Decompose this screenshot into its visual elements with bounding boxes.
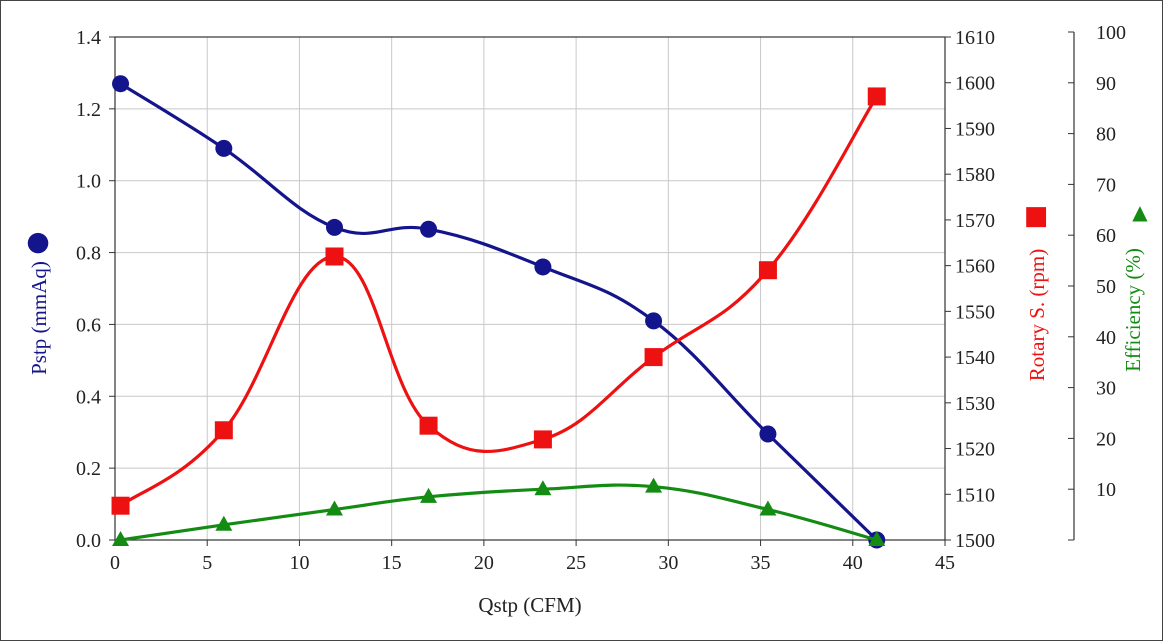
efficiency-axis-title-text: Efficiency (%)	[1121, 248, 1145, 372]
rpm-tick-label: 1570	[955, 210, 995, 232]
rpm-legend-marker: ■	[1024, 201, 1049, 231]
grid-lines	[115, 37, 945, 540]
rpm-tick-label: 1590	[955, 118, 995, 140]
pressure-data-point	[112, 75, 130, 93]
rpm-axis-title-text: Rotary S. (rpm)	[1025, 249, 1049, 381]
rpm-tick-label: 1600	[955, 73, 995, 95]
efficiency-tick-label: 30	[1096, 378, 1116, 400]
left-y-axis-title: Pstp (mmAq)	[27, 261, 51, 375]
rotary-speed-data-point	[419, 416, 438, 435]
efficiency-data-point	[645, 477, 663, 493]
efficiency-data-point	[215, 515, 233, 531]
efficiency-data-point	[868, 531, 886, 546]
left-y-axis-title-text: Pstp (mmAq)	[27, 261, 51, 375]
left-y-tick-label: 0.2	[76, 458, 101, 480]
left-y-tick-label: 1.4	[76, 27, 101, 49]
rpm-tick-label: 1510	[955, 484, 995, 506]
efficiency-tick-label: 10	[1096, 479, 1116, 501]
series-layer	[111, 75, 886, 549]
x-tick-label: 45	[935, 552, 955, 574]
efficiency-data-point	[112, 531, 130, 546]
pressure-data-point	[420, 220, 438, 238]
pressure-data-point	[645, 312, 663, 330]
x-tick-label: 15	[382, 552, 402, 574]
rotary-speed-data-point	[214, 421, 233, 440]
rotary-speed-data-point	[644, 348, 663, 367]
left-y-tick-label: 1.0	[76, 171, 101, 193]
pressure-data-point	[215, 139, 233, 157]
efficiency-data-point	[534, 480, 552, 496]
efficiency-data-point	[759, 500, 777, 516]
axes: 0 5 10 15 20 25 30 35 40 450.00.20.40.60.81.01.21…	[76, 22, 1126, 574]
pressure-legend-marker: ●	[26, 226, 50, 257]
x-tick-label: 0	[110, 552, 120, 574]
rpm-tick-label: 1560	[955, 256, 995, 278]
rpm-axis-title: Rotary S. (rpm)	[1025, 249, 1049, 381]
left-y-tick-label: 0.6	[76, 314, 101, 336]
pressure-data-point	[534, 258, 552, 276]
efficiency-data-point	[420, 487, 438, 503]
x-axis-title: Qstp (CFM)	[478, 593, 581, 617]
efficiency-tick-label: 20	[1096, 428, 1116, 450]
rpm-tick-label: 1550	[955, 301, 995, 323]
efficiency-tick-label: 60	[1096, 225, 1116, 247]
efficiency-tick-label: 50	[1096, 276, 1116, 298]
rpm-tick-label: 1580	[955, 164, 995, 186]
plot-area-border	[114, 36, 946, 541]
efficiency-legend-marker: ▲	[1132, 200, 1148, 224]
rpm-tick-label: 1530	[955, 393, 995, 415]
rotary-speed-data-point	[325, 247, 344, 266]
x-tick-label: 35	[751, 552, 771, 574]
left-y-tick-label: 0.0	[76, 530, 101, 552]
efficiency-tick-label: 70	[1096, 174, 1116, 196]
rpm-tick-label: 1610	[955, 27, 995, 49]
rpm-tick-label: 1540	[955, 347, 995, 369]
pressure-data-point	[759, 425, 777, 443]
efficiency-tick-label: 90	[1096, 73, 1116, 95]
left-y-tick-label: 0.8	[76, 243, 101, 265]
x-tick-label: 30	[658, 552, 678, 574]
rotary-speed-data-point	[111, 496, 130, 515]
efficiency-series-line	[120, 483, 878, 542]
rpm-tick-label: 1500	[955, 530, 995, 552]
x-tick-label: 25	[566, 552, 586, 574]
rpm-tick-label: 1520	[955, 439, 995, 461]
left-y-tick-label: 0.4	[76, 386, 101, 408]
efficiency-axis-title: Efficiency (%)	[1121, 248, 1145, 372]
rotary-speed-data-point	[533, 430, 552, 449]
pressure-data-point	[325, 218, 343, 236]
rotary-speed-data-point	[867, 87, 886, 106]
efficiency-tick-label: 40	[1096, 327, 1116, 349]
left-y-tick-label: 1.2	[76, 99, 101, 121]
efficiency-data-point	[325, 500, 343, 516]
x-tick-label: 40	[843, 552, 863, 574]
x-tick-label: 5	[202, 552, 212, 574]
x-tick-label: 20	[474, 552, 494, 574]
axis-labels: Qstp (CFM) Pstp (mmAq) ● Rotary S. (rpm) ■ Ef…	[26, 200, 1148, 617]
efficiency-tick-label: 100	[1096, 22, 1126, 44]
x-tick-label: 10	[289, 552, 309, 574]
rotary-speed-data-point	[758, 261, 777, 280]
efficiency-tick-label: 80	[1096, 124, 1116, 146]
